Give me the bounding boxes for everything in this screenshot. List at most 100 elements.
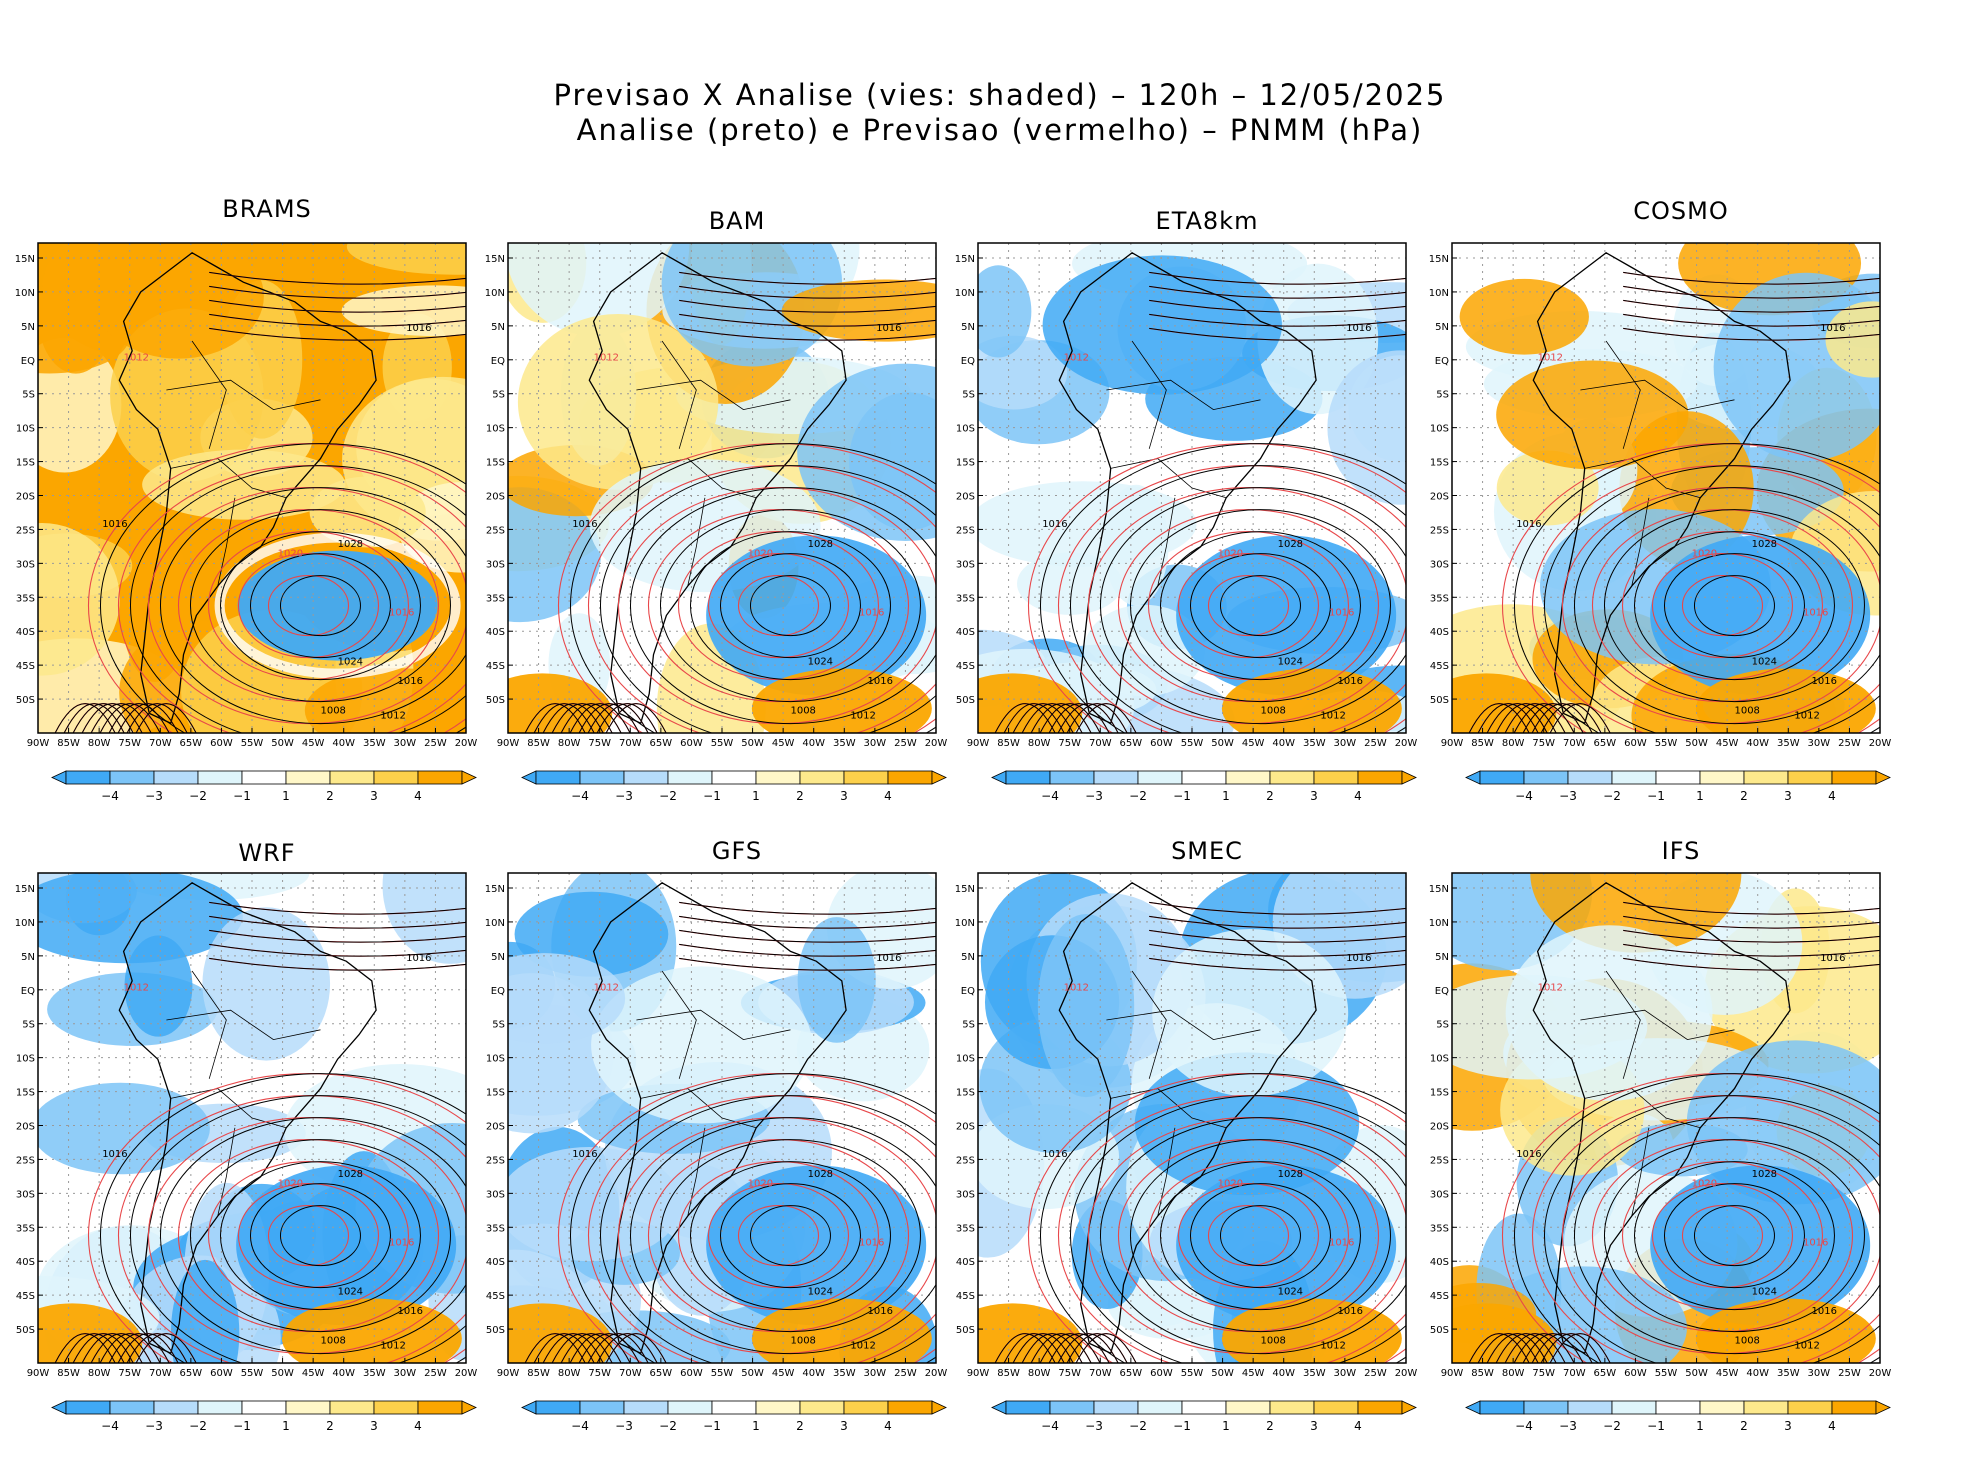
isobar [1149, 901, 1406, 915]
lat-label: 35S [16, 593, 35, 604]
lon-label: 40W [1272, 738, 1295, 749]
lat-label: 10S [956, 424, 975, 435]
colorbar-tick-label: −2 [189, 1419, 207, 1433]
lat-label: 40S [956, 627, 975, 638]
country-border [1631, 1127, 1650, 1217]
lat-label: 15S [1430, 458, 1449, 469]
lat-label: 20S [956, 1122, 975, 1133]
colorbar-tick-label: 1 [1222, 1419, 1230, 1433]
isobar [679, 327, 936, 341]
isobar [1623, 285, 1880, 299]
lat-label: 35S [486, 593, 505, 604]
colorbar-segment [1181, 770, 1227, 785]
colorbar-tick-label: 4 [414, 789, 422, 803]
colorbar-segment [1567, 1400, 1613, 1415]
isobar [209, 285, 466, 299]
isobar [1681, 575, 1764, 637]
isobar [659, 1139, 921, 1333]
lon-label: 50W [1685, 738, 1708, 749]
country-border [1631, 497, 1650, 587]
lon-label: 30W [864, 1368, 887, 1379]
lon-label: 20W [1869, 738, 1892, 749]
lon-label: 80W [558, 1368, 581, 1379]
isobar [1603, 509, 1865, 703]
bias-region [508, 1147, 681, 1262]
colorbar-segment [1831, 770, 1877, 785]
colorbar-segment [1655, 770, 1701, 785]
lat-label: 15S [486, 458, 505, 469]
lon-label: 35W [1303, 738, 1326, 749]
isobar-label: 1028 [1278, 1169, 1303, 1180]
isobar [1651, 553, 1794, 659]
lat-label: 40S [1430, 1257, 1449, 1268]
lon-label: 25W [1838, 738, 1861, 749]
lon-label: 50W [741, 1368, 764, 1379]
lon-label: 55W [241, 1368, 264, 1379]
lon-label: 40W [1272, 1368, 1295, 1379]
colorbar-segment [1313, 1400, 1359, 1415]
colorbar-segment [1313, 770, 1359, 785]
country-border [166, 379, 321, 411]
bias-region [1496, 360, 1689, 470]
country-border [170, 458, 287, 499]
lon-label: 75W [1058, 1368, 1081, 1379]
lat-label: 5S [962, 1020, 975, 1031]
isobar [1633, 531, 1835, 681]
lon-label: 85W [57, 738, 80, 749]
lon-label: 30W [1808, 738, 1831, 749]
lon-label: 70W [619, 738, 642, 749]
bias-region [978, 265, 1032, 358]
country-border [1110, 1088, 1227, 1129]
colorbar: −4 −3 −2 −1 1 2 3 4 [51, 1400, 477, 1433]
isobar-label: 1028 [1278, 539, 1303, 550]
lat-label: 30S [486, 1189, 505, 1200]
bias-region [1452, 974, 1648, 1080]
isobar [1159, 531, 1361, 681]
isobar [81, 703, 143, 733]
lat-label: 45S [16, 1291, 35, 1302]
isobar [749, 575, 831, 637]
colorbar-segment [1005, 770, 1051, 785]
lat-label: 10S [1430, 424, 1449, 435]
colorbar-tick-label: 4 [1354, 1419, 1362, 1433]
isobar [578, 703, 640, 733]
isobar-label: 1016 [1346, 323, 1371, 334]
isobar [126, 1333, 188, 1363]
lat-label: 10S [16, 424, 35, 435]
colorbar-segment [109, 1400, 155, 1415]
isobar [719, 553, 861, 659]
isobar-label: 1016 [1329, 1237, 1354, 1248]
isobar [54, 1333, 116, 1363]
isobar [160, 487, 466, 725]
colorbar-segment [1743, 1400, 1789, 1415]
isobar-label: 1012 [1320, 710, 1345, 721]
colorbar-tick-label: 1 [1222, 789, 1230, 803]
lon-label: 70W [1563, 738, 1586, 749]
lon-label: 20W [455, 738, 478, 749]
isobar [524, 1333, 586, 1363]
isobar [1531, 1333, 1593, 1363]
lon-label: 85W [1471, 1368, 1494, 1379]
isobar [126, 703, 188, 733]
isobar [1066, 1333, 1128, 1363]
colorbar-arrow [991, 770, 1007, 785]
colorbar-segment [1357, 770, 1403, 785]
lon-label: 20W [1395, 1368, 1418, 1379]
lon-label: 65W [650, 738, 673, 749]
lat-label: 35S [486, 1223, 505, 1234]
lat-label: EQ [21, 986, 35, 997]
country-border [1605, 970, 1641, 1079]
colorbar: −4 −3 −2 −1 1 2 3 4 [991, 770, 1417, 803]
isobar [596, 703, 658, 733]
lat-label: 40S [956, 1257, 975, 1268]
isobar [551, 1333, 613, 1363]
isobar-label: 1028 [338, 539, 363, 550]
colorbar-tick-label: 4 [1828, 1419, 1836, 1433]
isobar [209, 943, 466, 957]
lon-label: 80W [88, 1368, 111, 1379]
isobar-label: 1024 [1278, 1286, 1303, 1297]
colorbar-tick-label: 1 [1696, 789, 1704, 803]
isobar [1030, 1333, 1092, 1363]
lon-label: 45W [1242, 738, 1265, 749]
country-border [640, 1088, 757, 1129]
